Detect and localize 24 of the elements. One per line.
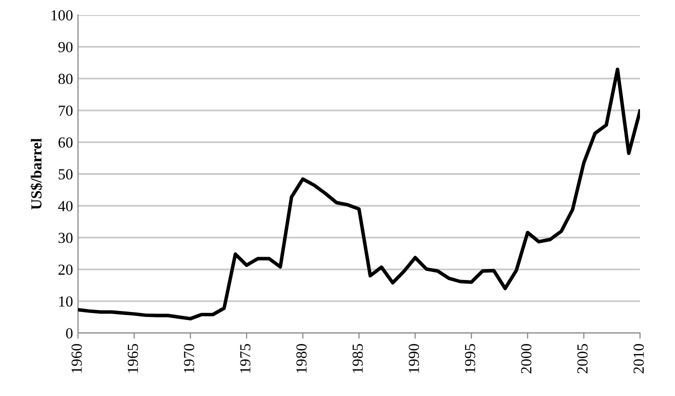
y-tick-label: 30 bbox=[58, 232, 73, 244]
x-tick-label: 2000 bbox=[521, 344, 532, 374]
x-tick-label: 1980 bbox=[296, 344, 307, 373]
x-tick-label: 1985 bbox=[352, 344, 363, 373]
y-tick-label: 90 bbox=[58, 42, 73, 52]
y-tick-label: 80 bbox=[58, 74, 73, 84]
x-tick-label: 2010 bbox=[634, 344, 644, 374]
y-axis-title: US$/barrel bbox=[30, 138, 43, 210]
y-tick-label: 50 bbox=[58, 169, 73, 180]
x-tick-label: 1965 bbox=[128, 344, 138, 373]
y-tick-label: 20 bbox=[58, 264, 73, 275]
x-tick-label: 1995 bbox=[464, 344, 476, 373]
line-series bbox=[78, 68, 640, 320]
x-tick-label: 2005 bbox=[577, 344, 588, 374]
x-tick-label: 1960 bbox=[72, 344, 82, 373]
x-tick-label: 1970 bbox=[184, 344, 194, 373]
y-tick-label: 100 bbox=[52, 10, 73, 20]
x-tick-label: 1975 bbox=[240, 344, 250, 373]
y-tick-label: 40 bbox=[58, 200, 73, 212]
x-tick-label: 1990 bbox=[408, 344, 420, 373]
y-tick-label: 70 bbox=[58, 106, 73, 116]
y-tick-label: 0 bbox=[66, 328, 73, 338]
y-tick-label: 60 bbox=[58, 137, 73, 148]
y-tick-label: 10 bbox=[59, 296, 73, 307]
